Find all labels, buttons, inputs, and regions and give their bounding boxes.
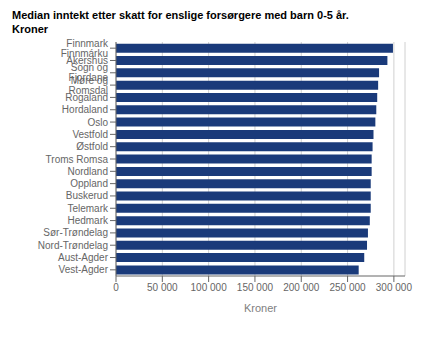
svg-text:Vestfold: Vestfold: [72, 129, 108, 140]
svg-text:Nordland: Nordland: [67, 166, 108, 177]
svg-text:0: 0: [113, 282, 119, 293]
svg-text:Aust-Agder: Aust-Agder: [58, 252, 109, 263]
svg-text:50 000: 50 000: [147, 282, 178, 293]
svg-text:Hordaland: Hordaland: [62, 104, 108, 115]
svg-text:Oppland: Oppland: [70, 178, 108, 189]
svg-text:Østfold: Østfold: [76, 141, 108, 152]
svg-text:Vest-Agder: Vest-Agder: [59, 264, 109, 275]
svg-text:300 000: 300 000: [376, 282, 413, 293]
svg-text:Telemark: Telemark: [67, 203, 109, 214]
svg-text:Hedmark: Hedmark: [67, 215, 109, 226]
svg-text:150 000: 150 000: [237, 282, 274, 293]
svg-text:200 000: 200 000: [283, 282, 320, 293]
svg-text:Kroner: Kroner: [244, 302, 277, 314]
svg-text:Buskerud: Buskerud: [66, 190, 108, 201]
svg-text:Sør-Trøndelag: Sør-Trøndelag: [43, 227, 108, 238]
svg-text:250 000: 250 000: [329, 282, 366, 293]
svg-text:100 000: 100 000: [191, 282, 228, 293]
svg-text:Troms Romsa: Troms Romsa: [46, 154, 109, 165]
svg-text:FinnmarkFinnmárku: FinnmarkFinnmárku: [61, 38, 109, 59]
svg-text:Nord-Trøndelag: Nord-Trøndelag: [38, 240, 108, 251]
svg-text:Oslo: Oslo: [87, 117, 108, 128]
